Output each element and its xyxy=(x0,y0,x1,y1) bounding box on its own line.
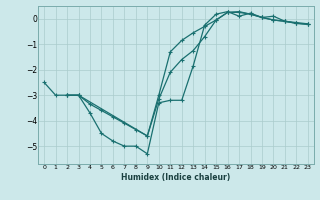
X-axis label: Humidex (Indice chaleur): Humidex (Indice chaleur) xyxy=(121,173,231,182)
